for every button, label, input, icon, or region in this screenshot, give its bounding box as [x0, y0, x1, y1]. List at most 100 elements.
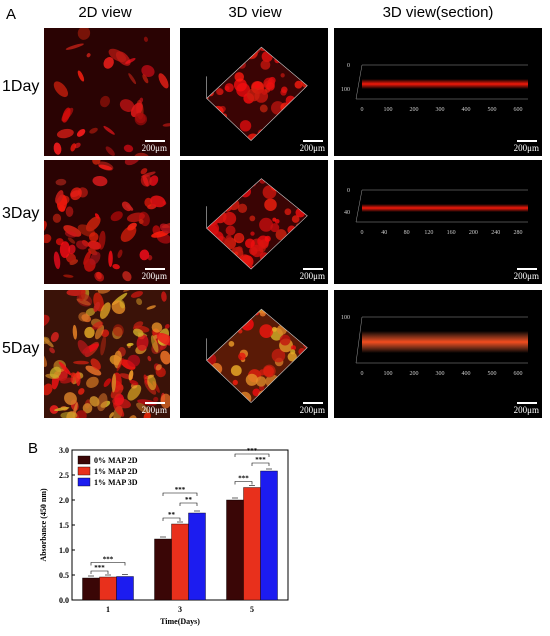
- section-x-tick: 40: [381, 230, 387, 236]
- micrograph-2d-day1: 200μm: [44, 28, 170, 156]
- bar-1-map-2d-day3: [171, 523, 189, 601]
- scale-label: 200μm: [513, 271, 539, 281]
- section-x-tick: 300: [436, 371, 445, 377]
- section-render-day1: 0 100 200 300 400 500 600 0 100: [341, 63, 528, 113]
- volume-render-3d-day1: [206, 46, 308, 142]
- micrograph-2d-day5: 200μm: [44, 290, 170, 418]
- y-tick-label: 0.0: [59, 596, 69, 605]
- x-tick-label: 1: [106, 605, 110, 614]
- section-x-tick: 500: [488, 371, 497, 377]
- legend-label: 0% MAP 2D: [94, 456, 138, 465]
- micrograph-3d-day3: 200μm: [180, 160, 328, 284]
- scale-label: 200μm: [513, 405, 539, 415]
- bar-1-map-2d-day5: [243, 487, 261, 601]
- section-y-tick: 100: [341, 315, 350, 321]
- bar-1-map-3d-day3: [188, 512, 206, 601]
- scale-label: 200μm: [299, 405, 325, 415]
- scale-bar: [517, 268, 537, 270]
- significance-bracket: [90, 570, 109, 574]
- micrograph-section-day3: 0 40 80 120 160 200 240 280 0 40 200μm: [334, 160, 542, 284]
- scale-bar: [517, 402, 537, 404]
- section-x-tick: 500: [488, 107, 497, 113]
- significance-bracket: [162, 492, 198, 496]
- section-y-tick: 40: [344, 210, 350, 216]
- section-x-tick: 240: [491, 230, 500, 236]
- scale-bar: [517, 140, 537, 142]
- section-x-tick: 600: [514, 107, 523, 113]
- y-tick-label: 1.5: [59, 521, 69, 530]
- x-tick-label: 5: [250, 605, 254, 614]
- section-x-tick: 100: [384, 371, 393, 377]
- significance-bracket: [234, 453, 270, 457]
- y-tick-label: 2.0: [59, 496, 69, 505]
- cell-texture-2d-day1: [44, 28, 170, 156]
- section-x-tick: 200: [410, 371, 419, 377]
- significance-bracket: [90, 562, 126, 566]
- section-x-tick: 280: [514, 230, 523, 236]
- section-x-tick: 80: [404, 230, 410, 236]
- scale-bar: [303, 402, 323, 404]
- scale-bar: [145, 140, 165, 142]
- bar-1-map-3d-day1: [116, 576, 134, 601]
- volume-render-3d-day5: [206, 308, 308, 404]
- scale-label: 200μm: [141, 405, 167, 415]
- y-tick-label: 2.5: [59, 471, 69, 480]
- significance-label: ***: [255, 456, 266, 464]
- scale-label: 200μm: [513, 143, 539, 153]
- significance-bracket: [179, 502, 198, 506]
- row-label-day1: 1Day: [2, 78, 40, 95]
- section-x-tick: 0: [361, 230, 364, 236]
- scale-label: 200μm: [299, 143, 325, 153]
- volume-render-3d-day3: [206, 178, 308, 270]
- cell-texture-2d-day3: [44, 160, 170, 284]
- section-x-tick: 120: [424, 230, 433, 236]
- row-label-day5: 5Day: [2, 340, 40, 357]
- section-y-tick: 0: [347, 188, 350, 194]
- section-x-tick: 400: [462, 371, 471, 377]
- section-x-tick: 300: [436, 107, 445, 113]
- section-x-tick: 0: [361, 107, 364, 113]
- section-render-day5: 0 100 200 300 400 500 600 100: [341, 315, 528, 377]
- bar-0-map-2d-day5: [226, 499, 244, 601]
- scale-label: 200μm: [299, 271, 325, 281]
- micrograph-3d-day1: 200μm: [180, 28, 328, 156]
- cell-texture-2d-day5: [44, 290, 170, 418]
- scale-bar: [145, 402, 165, 404]
- bar-1-map-2d-day1: [99, 576, 117, 601]
- legend-swatch: [77, 466, 91, 476]
- section-x-tick: 200: [410, 107, 419, 113]
- section-x-tick: 100: [384, 107, 393, 113]
- section-x-tick: 400: [462, 107, 471, 113]
- significance-bracket: [162, 517, 181, 521]
- section-x-tick: 0: [361, 371, 364, 377]
- column-header-2d: 2D view: [78, 4, 132, 21]
- significance-label: **: [185, 496, 193, 504]
- y-tick-label: 1.0: [59, 546, 69, 555]
- y-tick-label: 0.5: [59, 571, 69, 580]
- micrograph-section-day5: 0 100 200 300 400 500 600 100 200μm: [334, 290, 542, 418]
- significance-label: ***: [175, 486, 186, 494]
- micrograph-2d-day3: 200μm: [44, 160, 170, 284]
- significance-label: ***: [94, 564, 105, 572]
- significance-bracket: [234, 481, 253, 485]
- column-header-3d: 3D view: [228, 4, 282, 21]
- significance-label: ***: [103, 556, 114, 564]
- section-x-tick: 200: [469, 230, 478, 236]
- bar-1-map-3d-day5: [260, 470, 278, 601]
- legend-swatch: [77, 455, 91, 465]
- scale-bar: [145, 268, 165, 270]
- row-label-day3: 3Day: [2, 205, 40, 222]
- bar-0-map-2d-day1: [82, 577, 100, 601]
- section-x-tick: 600: [514, 371, 523, 377]
- scale-label: 200μm: [141, 271, 167, 281]
- x-axis-label: Time(Days): [160, 617, 200, 626]
- bar-0-map-2d-day3: [154, 538, 172, 601]
- legend-label: 1% MAP 3D: [94, 478, 138, 487]
- section-y-tick: 100: [341, 87, 350, 93]
- section-x-tick: 160: [447, 230, 456, 236]
- significance-bracket: [251, 462, 270, 466]
- significance-label: **: [168, 511, 176, 519]
- panel-a-letter: A: [6, 6, 17, 23]
- section-render-day3: 0 40 80 120 160 200 240 280 0 40: [344, 188, 528, 236]
- absorbance-bar-chart: 0.0 0.5 1.0 1.5 2.0 2.5 3.0 Absorbance (450 nm)…: [39, 446, 289, 626]
